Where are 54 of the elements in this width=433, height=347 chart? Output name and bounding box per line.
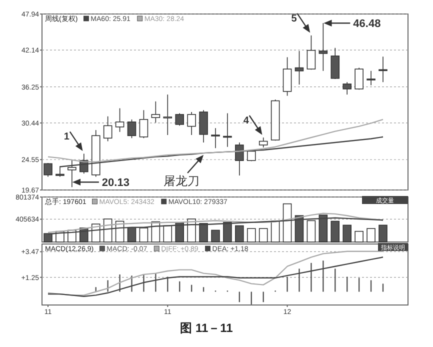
candlestick: [139, 110, 148, 139]
bar: [330, 220, 340, 242]
annotation: 20.13: [102, 177, 130, 190]
bar: [366, 228, 376, 242]
bar: [246, 228, 256, 242]
candlestick: [366, 70, 376, 86]
candlestick: [44, 162, 52, 178]
bar: [163, 225, 172, 242]
candlestick: [199, 110, 208, 143]
candlestick: [330, 47, 340, 80]
caption: 图 11－11: [180, 321, 234, 335]
candlestick: [151, 101, 160, 123]
candlestick: [56, 166, 64, 178]
bar: [342, 224, 352, 242]
bar: [187, 218, 196, 242]
bar: [175, 222, 184, 242]
candlestick: [235, 142, 244, 176]
annotation: 46.48: [353, 18, 381, 30]
candlestick: [127, 119, 136, 139]
candlestick: [318, 22, 328, 72]
bar: [211, 230, 220, 242]
annotation: 5: [291, 13, 298, 24]
candlestick: [211, 128, 220, 148]
candlestick: [258, 137, 268, 148]
candlestick: [68, 160, 76, 188]
bar: [139, 228, 148, 242]
candlestick: [306, 35, 316, 70]
candlestick: [187, 112, 196, 136]
bar: [223, 222, 232, 242]
bar: [258, 228, 268, 242]
line-series: [47, 217, 384, 235]
bar: [378, 224, 388, 242]
candlestick: [354, 67, 364, 90]
annotation: 4: [243, 116, 250, 127]
bar: [44, 233, 52, 242]
bar: [306, 220, 316, 242]
candlestick: [294, 50, 304, 85]
candlestick: [163, 94, 172, 136]
bar: [235, 225, 244, 242]
bar: [318, 214, 328, 242]
candlestick: [282, 56, 292, 96]
bar: [199, 223, 208, 242]
bar: [127, 227, 136, 242]
annotation: 1: [64, 132, 70, 143]
bar: [294, 215, 304, 242]
bar: [354, 230, 364, 242]
bar: [270, 220, 280, 242]
candlestick: [103, 116, 112, 142]
bar: [282, 203, 292, 242]
candlestick: [175, 112, 184, 126]
annotation: 屠龙刀: [164, 174, 200, 188]
line-series: [47, 256, 384, 297]
candlestick: [342, 82, 352, 95]
candlestick: [115, 108, 124, 132]
